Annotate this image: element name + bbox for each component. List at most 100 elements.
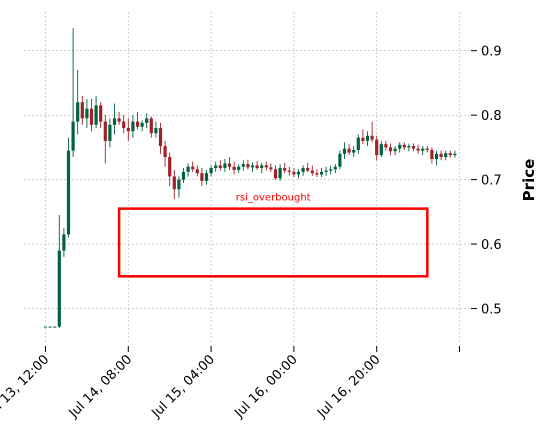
- candle-body: [154, 128, 158, 134]
- candle: [177, 176, 181, 198]
- candle-body: [416, 148, 420, 151]
- annotation: rsi_overbought: [117, 193, 429, 278]
- candle: [237, 164, 241, 174]
- rsi-overbought-label: rsi_overbought: [236, 193, 311, 204]
- candle-body: [287, 170, 291, 172]
- candle-body: [204, 173, 209, 181]
- candle-body: [444, 153, 448, 158]
- candle: [186, 163, 190, 177]
- candle: [172, 169, 176, 199]
- candle: [117, 111, 121, 125]
- candle-body: [181, 171, 186, 180]
- candle: [62, 227, 66, 257]
- candle: [250, 162, 255, 172]
- candle-body: [347, 148, 351, 153]
- candle: [393, 146, 397, 156]
- candle: [99, 102, 103, 129]
- y-tick-label: 0.9: [481, 45, 502, 60]
- candle-body: [53, 326, 57, 328]
- candle: [149, 116, 153, 138]
- candle-body: [223, 163, 227, 169]
- candle: [411, 143, 416, 152]
- candle-body: [319, 171, 324, 175]
- candle-body: [126, 128, 130, 132]
- candle: [264, 161, 268, 171]
- candle-body: [407, 146, 411, 148]
- candle: [154, 121, 158, 138]
- candle-body: [140, 122, 144, 127]
- candle: [223, 158, 227, 172]
- candle: [319, 168, 324, 178]
- candle-body: [62, 234, 66, 251]
- candle: [246, 159, 250, 170]
- candle-body: [370, 135, 374, 140]
- candle: [329, 165, 333, 175]
- candle-body: [158, 128, 163, 147]
- candle: [209, 165, 213, 177]
- candle-body: [296, 171, 301, 175]
- candle-body: [365, 135, 370, 141]
- candle-body: [168, 157, 172, 177]
- candle: [94, 95, 98, 129]
- candle-body: [241, 164, 245, 167]
- candle: [398, 142, 402, 153]
- candle: [375, 135, 379, 161]
- candle: [333, 164, 337, 174]
- candle-body: [361, 137, 365, 141]
- candle: [439, 150, 443, 161]
- candle-body: [393, 148, 397, 152]
- y-tick-label: 0.6: [481, 238, 502, 253]
- candle-body: [191, 166, 195, 170]
- candle-body: [434, 153, 439, 159]
- candle: [352, 146, 356, 158]
- candle-body: [338, 153, 342, 167]
- candle: [444, 150, 448, 161]
- candle: [425, 146, 429, 153]
- candle: [292, 168, 296, 178]
- candle-body: [227, 163, 232, 167]
- candle: [85, 99, 89, 129]
- candle-body: [342, 148, 347, 154]
- candle-body: [246, 164, 250, 168]
- candle-body: [278, 168, 282, 179]
- candle-body: [425, 148, 429, 150]
- candle-body: [398, 144, 402, 149]
- candle: [421, 146, 425, 156]
- y-tick-label: 0.5: [481, 303, 502, 318]
- candle: [287, 166, 291, 176]
- candle: [53, 326, 57, 328]
- candle-body: [292, 171, 296, 175]
- candle: [103, 115, 107, 164]
- candle-body: [108, 124, 112, 141]
- candle: [416, 144, 420, 154]
- candle: [388, 143, 393, 156]
- candle: [347, 144, 351, 156]
- candle-body: [214, 165, 218, 169]
- candle: [407, 143, 411, 152]
- candle-body: [264, 165, 268, 168]
- candle: [255, 160, 259, 170]
- candle-body: [145, 118, 149, 123]
- candle: [80, 95, 84, 125]
- candle-body: [255, 165, 259, 169]
- candle: [365, 131, 370, 147]
- candle: [260, 162, 264, 174]
- candle: [315, 169, 319, 178]
- candle-body: [76, 102, 80, 122]
- candle: [195, 165, 199, 177]
- candle: [342, 142, 347, 159]
- candle: [89, 99, 94, 132]
- candle-body: [209, 168, 213, 174]
- candle-body: [375, 139, 379, 156]
- x-tick-label: Jul 14, 08:00: [66, 352, 135, 421]
- candle-body: [260, 165, 264, 169]
- candle: [204, 169, 209, 185]
- candle-body: [430, 149, 434, 159]
- candle-body: [315, 173, 319, 175]
- candle-body: [48, 326, 52, 328]
- x-tick-label: Jul 15, 04:00: [149, 352, 218, 421]
- candle: [191, 161, 195, 172]
- y-tick-label: 0.7: [481, 174, 502, 189]
- candle-body: [352, 149, 356, 153]
- candle: [301, 165, 305, 176]
